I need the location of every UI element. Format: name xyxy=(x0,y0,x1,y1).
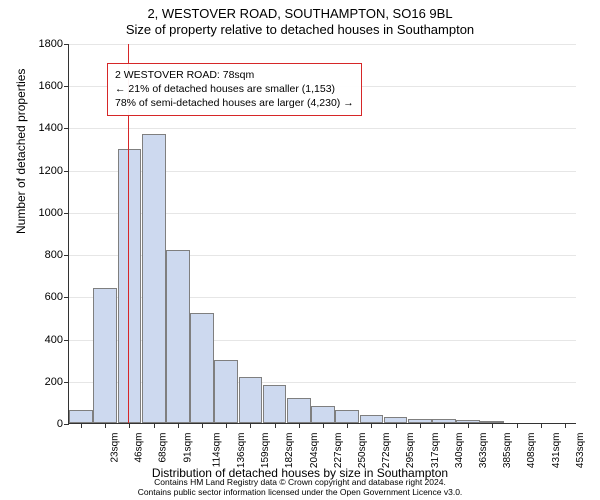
xtick-label: 431sqm xyxy=(551,433,562,469)
ytick-mark xyxy=(64,382,69,383)
ytick-mark xyxy=(64,255,69,256)
xtick-mark xyxy=(444,423,445,428)
xtick-mark xyxy=(420,423,421,428)
footer-line2: Contains public sector information licen… xyxy=(138,487,463,497)
annotation-line1: 2 WESTOVER ROAD: 78sqm xyxy=(115,68,354,82)
bar xyxy=(190,313,214,423)
xtick-mark xyxy=(275,423,276,428)
xtick-label: 182sqm xyxy=(285,433,296,469)
annotation-box: 2 WESTOVER ROAD: 78sqm← 21% of detached … xyxy=(107,63,362,116)
xtick-label: 317sqm xyxy=(430,433,441,469)
xtick-mark xyxy=(468,423,469,428)
ytick-mark xyxy=(64,86,69,87)
ytick-mark xyxy=(64,340,69,341)
bar xyxy=(311,406,335,423)
bar xyxy=(69,410,93,423)
xtick-mark xyxy=(565,423,566,428)
xtick-label: 68sqm xyxy=(158,433,169,463)
xtick-label: 114sqm xyxy=(211,433,222,468)
chart-title-line1: 2, WESTOVER ROAD, SOUTHAMPTON, SO16 9BL xyxy=(0,6,600,21)
ytick-label: 1000 xyxy=(39,207,63,219)
xtick-label: 453sqm xyxy=(575,433,586,469)
annotation-line2: ← 21% of detached houses are smaller (1,… xyxy=(115,82,354,96)
xtick-mark xyxy=(492,423,493,428)
xtick-label: 340sqm xyxy=(454,433,465,469)
xtick-label: 46sqm xyxy=(134,433,145,463)
bar xyxy=(287,398,311,423)
bar xyxy=(263,385,287,423)
y-axis-label: Number of detached properties xyxy=(14,69,28,234)
footer-line1: Contains HM Land Registry data © Crown c… xyxy=(154,477,446,487)
bar xyxy=(335,410,359,423)
ytick-mark xyxy=(64,128,69,129)
bar xyxy=(360,415,384,423)
xtick-mark xyxy=(371,423,372,428)
bar xyxy=(142,134,166,423)
xtick-mark xyxy=(129,423,130,428)
ytick-label: 1600 xyxy=(39,80,63,92)
annotation-line3: 78% of semi-detached houses are larger (… xyxy=(115,96,354,110)
ytick-label: 1400 xyxy=(39,122,63,134)
ytick-label: 1800 xyxy=(39,38,63,50)
ytick-label: 400 xyxy=(45,334,63,346)
ytick-mark xyxy=(64,44,69,45)
ytick-mark xyxy=(64,424,69,425)
xtick-mark xyxy=(226,423,227,428)
xtick-mark xyxy=(154,423,155,428)
xtick-mark xyxy=(202,423,203,428)
ytick-mark xyxy=(64,297,69,298)
gridline xyxy=(69,44,576,45)
xtick-label: 385sqm xyxy=(502,433,513,469)
ytick-label: 0 xyxy=(57,418,63,430)
xtick-mark xyxy=(81,423,82,428)
bar xyxy=(93,288,117,423)
ytick-mark xyxy=(64,171,69,172)
xtick-label: 136sqm xyxy=(236,433,247,469)
xtick-mark xyxy=(541,423,542,428)
bar xyxy=(239,377,263,423)
xtick-mark xyxy=(250,423,251,428)
xtick-label: 159sqm xyxy=(260,433,271,469)
chart-title-line2: Size of property relative to detached ho… xyxy=(0,22,600,37)
xtick-label: 250sqm xyxy=(357,433,368,469)
bar xyxy=(214,360,238,423)
xtick-label: 408sqm xyxy=(526,433,537,469)
ytick-label: 200 xyxy=(45,376,63,388)
xtick-mark xyxy=(396,423,397,428)
bar xyxy=(166,250,190,423)
xtick-mark xyxy=(517,423,518,428)
chart-container: 2, WESTOVER ROAD, SOUTHAMPTON, SO16 9BL … xyxy=(0,0,600,500)
xtick-mark xyxy=(105,423,106,428)
ytick-label: 1200 xyxy=(39,165,63,177)
ytick-label: 800 xyxy=(45,249,63,261)
xtick-label: 227sqm xyxy=(333,433,344,469)
xtick-label: 23sqm xyxy=(110,433,121,463)
xtick-mark xyxy=(347,423,348,428)
ytick-mark xyxy=(64,213,69,214)
bar xyxy=(118,149,142,423)
xtick-label: 295sqm xyxy=(405,433,416,469)
xtick-label: 204sqm xyxy=(309,433,320,469)
xtick-mark xyxy=(323,423,324,428)
xtick-label: 272sqm xyxy=(381,433,392,469)
ytick-label: 600 xyxy=(45,291,63,303)
plot-area: 02004006008001000120014001600180023sqm46… xyxy=(68,44,576,424)
xtick-mark xyxy=(299,423,300,428)
xtick-label: 91sqm xyxy=(182,433,193,463)
xtick-label: 363sqm xyxy=(478,433,489,469)
xtick-mark xyxy=(178,423,179,428)
footer-attribution: Contains HM Land Registry data © Crown c… xyxy=(0,478,600,498)
gridline xyxy=(69,128,576,129)
